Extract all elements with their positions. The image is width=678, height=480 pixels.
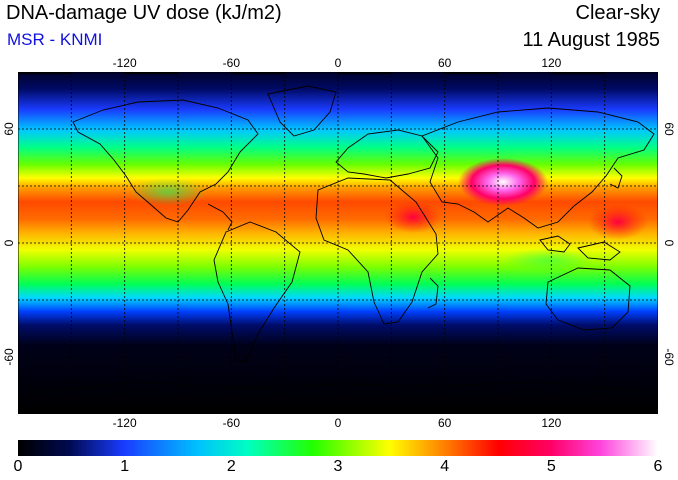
south-america-coast [213,221,301,363]
bottom-lon-tick-label: 120 [541,416,561,430]
map-date: 11 August 1985 [522,29,660,51]
asia-coast [421,107,655,229]
left-lat-tick-label: 60 [2,122,16,136]
north-america-lower-dose [128,178,208,206]
uv-dose-map [18,72,658,414]
colorbar [18,440,658,456]
top-lon-tick-label: -120 [113,56,137,70]
australia-coast [545,267,631,331]
colorbar-tick-label: 0 [13,458,23,475]
left-lat-tick-label: 0 [2,239,16,246]
uv-anomalies [128,158,648,272]
map-frame [18,72,658,414]
sky-condition-label: Clear-sky [575,2,660,24]
north-america-coast [72,99,259,223]
top-lon-tick-label: 120 [541,56,561,70]
left-lat-tick-label: -60 [2,348,16,366]
top-lon-tick-label: 0 [335,56,342,70]
colorbar-tick-label: 2 [226,458,236,475]
bottom-lon-tick-label: -120 [113,416,137,430]
colorbar-tick-label: 3 [333,458,343,475]
top-lon-tick-label: -60 [223,56,241,70]
colorbar-gradient [18,440,658,456]
central-america-coast [207,203,233,231]
pacific-hot-spot [588,204,648,240]
graticule [18,72,658,414]
bottom-lon-tick-label: 0 [335,416,342,430]
top-lon-tick-label: 60 [438,56,452,70]
right-lat-tick-label: -60 [662,348,676,366]
madagascar-coast [427,277,439,309]
africa-coast [315,177,439,325]
map-subtitle: MSR - KNMI [7,30,103,49]
europe-coast [335,129,439,179]
bottom-lon-tick-label: -60 [223,416,241,430]
colorbar-tick-label: 4 [440,458,450,475]
bottom-lon-tick-label: 60 [438,416,452,430]
colorbar-tick-label: 1 [120,458,130,475]
right-lat-tick-label: 60 [662,122,676,136]
axis-tick-labels: -120 -120 -60 -60 0 0 60 60 120 120 60 60 0 0 -60 -60 [2,56,676,430]
right-lat-tick-label: 0 [662,240,676,247]
tibetan-plateau-peak [458,158,548,206]
map-title: DNA-damage UV dose (kJ/m2) [6,2,282,24]
colorbar-tick-label: 5 [546,458,556,475]
greenland-coast [267,85,337,137]
colorbar-tick-label: 6 [653,458,663,475]
arabia-hot-spot [385,201,441,233]
borneo-coast [539,235,571,253]
maritime-continent-lower-dose [503,248,593,272]
